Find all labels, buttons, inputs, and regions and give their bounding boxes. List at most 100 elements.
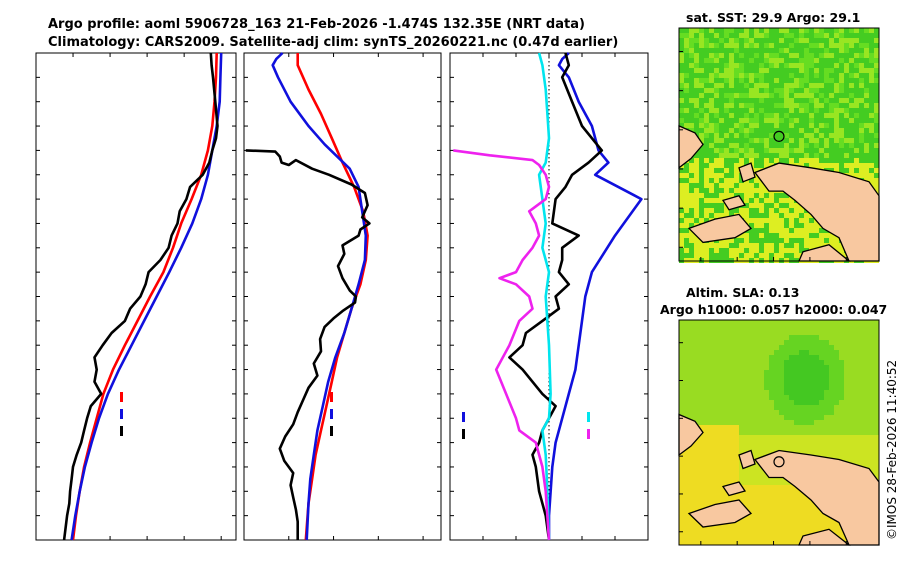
sla-map-cell (869, 375, 874, 380)
sst-map-cell (754, 178, 759, 183)
sla-map-cell (764, 530, 769, 535)
sla-map-cell (804, 515, 809, 520)
sst-map-cell (729, 158, 734, 163)
sst-map-cell (744, 208, 749, 213)
sla-map-cell (829, 415, 834, 420)
sst-map-cell (744, 48, 749, 53)
sst-map-cell (794, 128, 799, 133)
sla-map-cell (824, 515, 829, 520)
sla-map-cell (784, 375, 789, 380)
sla-map-cell (689, 375, 694, 380)
sla-map-cell (804, 420, 809, 425)
sla-map-cell (699, 445, 704, 450)
sst-map-cell (784, 73, 789, 78)
sst-map-cell (829, 153, 834, 158)
sla-map-cell (719, 335, 724, 340)
sst-map-cell (804, 108, 809, 113)
sst-map-cell (714, 73, 719, 78)
sla-map-cell (709, 400, 714, 405)
sst-map-cell (799, 233, 804, 238)
sla-map-cell (794, 490, 799, 495)
sla-map-cell (834, 390, 839, 395)
sst-map-cell (824, 158, 829, 163)
sla-map-cell (874, 320, 879, 325)
sst-map-cell (869, 163, 874, 168)
sst-map-cell (794, 253, 799, 258)
sst-map-cell (749, 228, 754, 233)
sst-map-cell (734, 158, 739, 163)
sst-map-cell (684, 53, 689, 58)
sst-map-cell (714, 58, 719, 63)
sst-map-cell (694, 83, 699, 88)
sst-map-cell (819, 63, 824, 68)
sla-map-cell (694, 405, 699, 410)
sst-map-cell (829, 163, 834, 168)
sla-map-cell (799, 500, 804, 505)
sla-map-cell (764, 495, 769, 500)
sst-map-cell (779, 68, 784, 73)
sst-map-cell (799, 123, 804, 128)
sst-map-cell (784, 243, 789, 248)
land-mass (721, 481, 747, 497)
sla-map-cell (849, 370, 854, 375)
sla-map-cell (849, 430, 854, 435)
sst-map-cell (719, 133, 724, 138)
sla-map-cell (824, 410, 829, 415)
sst-map-cell (799, 103, 804, 108)
sst-map-cell (784, 118, 789, 123)
sst-map-cell (709, 153, 714, 158)
sla-map-cell (739, 530, 744, 535)
sla-map-cell (759, 330, 764, 335)
sla-map-cell (844, 385, 849, 390)
sla-map-cell (699, 350, 704, 355)
sst-map-cell (779, 113, 784, 118)
sst-map-cell (744, 218, 749, 223)
sst-map-cell (824, 73, 829, 78)
sla-map-cell (874, 345, 879, 350)
sst-map-cell (734, 73, 739, 78)
sst-map-cell (804, 218, 809, 223)
sst-map-cell (694, 183, 699, 188)
sla-map-cell (849, 395, 854, 400)
sla-map-cell (754, 345, 759, 350)
sla-map-cell (869, 350, 874, 355)
sst-map-cell (814, 113, 819, 118)
sst-map-cell (684, 253, 689, 258)
sla-map-cell (829, 405, 834, 410)
sst-map-cell (729, 108, 734, 113)
sst-map-cell (774, 128, 779, 133)
sst-map-cell (834, 143, 839, 148)
sst-map-cell (804, 113, 809, 118)
sst-map-cell (694, 173, 699, 178)
sla-map-cell (714, 420, 719, 425)
sla-map-cell (864, 430, 869, 435)
sla-map-cell (679, 355, 684, 360)
sla-map-cell (764, 395, 769, 400)
sla-map-cell (769, 445, 774, 450)
sst-map-cell (869, 133, 874, 138)
sst-map-cell (719, 153, 724, 158)
sst-map-cell (754, 218, 759, 223)
sla-map-cell (839, 405, 844, 410)
sst-map-cell (839, 163, 844, 168)
sst-map-cell (699, 88, 704, 93)
sst-map-cell (779, 53, 784, 58)
sla-map-cell (794, 320, 799, 325)
sla-map-cell (849, 415, 854, 420)
sla-map-cell (829, 395, 834, 400)
sla-map-cell (719, 350, 724, 355)
sst-map-cell (839, 103, 844, 108)
sst-map-cell (794, 53, 799, 58)
sla-map-cell (834, 370, 839, 375)
sst-map-cell (739, 253, 744, 258)
sla-map-cell (734, 350, 739, 355)
sla-map-cell (789, 425, 794, 430)
sst-map-cell (854, 108, 859, 113)
sst-map-cell (739, 213, 744, 218)
sst-map-cell (789, 98, 794, 103)
sst-map-cell (859, 63, 864, 68)
sst-map-cell (734, 103, 739, 108)
sst-map-cell (814, 243, 819, 248)
sla-map-cell (804, 505, 809, 510)
sla-map-cell (719, 535, 724, 540)
